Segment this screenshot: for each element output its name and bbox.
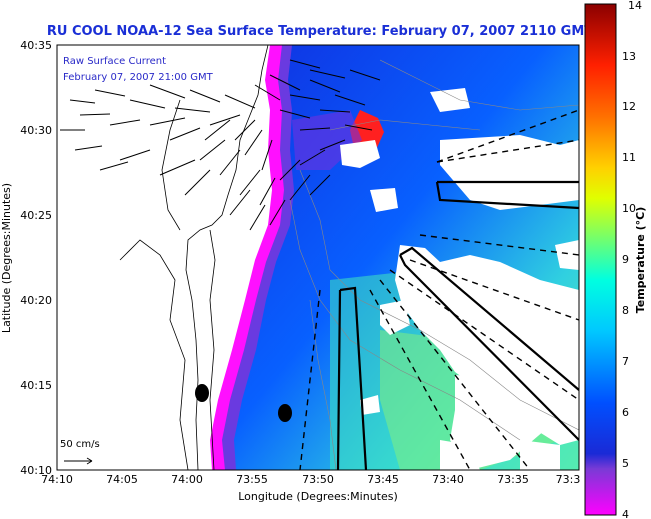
colorbar-tick-label: 9 (622, 253, 629, 266)
colorbar: 14 13 12 11 10 9 8 7 6 5 4 Temperature (… (584, 0, 647, 519)
colorbar-label: Temperature (°C) (634, 207, 647, 314)
x-tick-label: 73:35 (497, 473, 529, 486)
x-tick-label: 73:3 (556, 473, 581, 486)
y-tick-label: 40:15 (20, 379, 52, 392)
surface-current-vectors (60, 59, 381, 231)
colorbar-tick-label: 14 (628, 0, 642, 12)
x-tick-label: 73:55 (236, 473, 268, 486)
colorbar-tick-label: 6 (622, 406, 629, 419)
colorbar-tick-label: 10 (622, 202, 636, 215)
y-axis-label: Latitude (Degrees:Minutes) (0, 183, 13, 333)
x-tick-label: 73:50 (302, 473, 334, 486)
colorbar-tick-label: 5 (622, 457, 629, 470)
colorbar-tick-label: 8 (622, 304, 629, 317)
page-title: RU COOL NOAA-12 Sea Surface Temperature:… (46, 24, 594, 39)
y-axis: 40:35 40:30 40:25 40:20 40:15 40:10 Lati… (0, 39, 52, 477)
x-axis-label: Longitude (Degrees:Minutes) (238, 490, 398, 503)
colorbar-gradient (584, 3, 617, 516)
colorbar-tick-label: 7 (622, 355, 629, 368)
map-plot-area (57, 45, 579, 470)
plot-frame (56, 44, 580, 471)
station-marker (278, 404, 292, 422)
overlay-timestamp: February 07, 2007 21:00 GMT (63, 72, 214, 83)
y-tick-label: 40:20 (20, 294, 52, 307)
x-axis: 74:10 74:05 74:00 73:55 73:50 73:45 73:4… (41, 473, 580, 503)
station-marker (195, 384, 209, 402)
y-tick-label: 40:25 (20, 209, 52, 222)
bathymetry-contours (289, 59, 579, 470)
colorbar-tick-label: 13 (622, 50, 636, 63)
colorbar-tick-label: 11 (622, 151, 636, 164)
y-tick-label: 40:35 (20, 39, 52, 52)
x-tick-label: 73:40 (432, 473, 464, 486)
overlay-title: Raw Surface Current (63, 56, 166, 67)
x-tick-label: 74:00 (171, 473, 203, 486)
x-tick-label: 73:45 (367, 473, 399, 486)
transect-boxes (336, 180, 579, 470)
x-tick-label: 74:05 (106, 473, 138, 486)
y-tick-label: 40:30 (20, 124, 52, 137)
radar-beam-lines (299, 109, 579, 470)
colorbar-tick-label: 12 (622, 100, 636, 113)
colorbar-tick-label: 4 (622, 508, 629, 519)
y-tick-label: 40:10 (20, 464, 52, 477)
x-tick-label: 74:10 (41, 473, 73, 486)
vector-scale-label: 50 cm/s (60, 439, 100, 450)
